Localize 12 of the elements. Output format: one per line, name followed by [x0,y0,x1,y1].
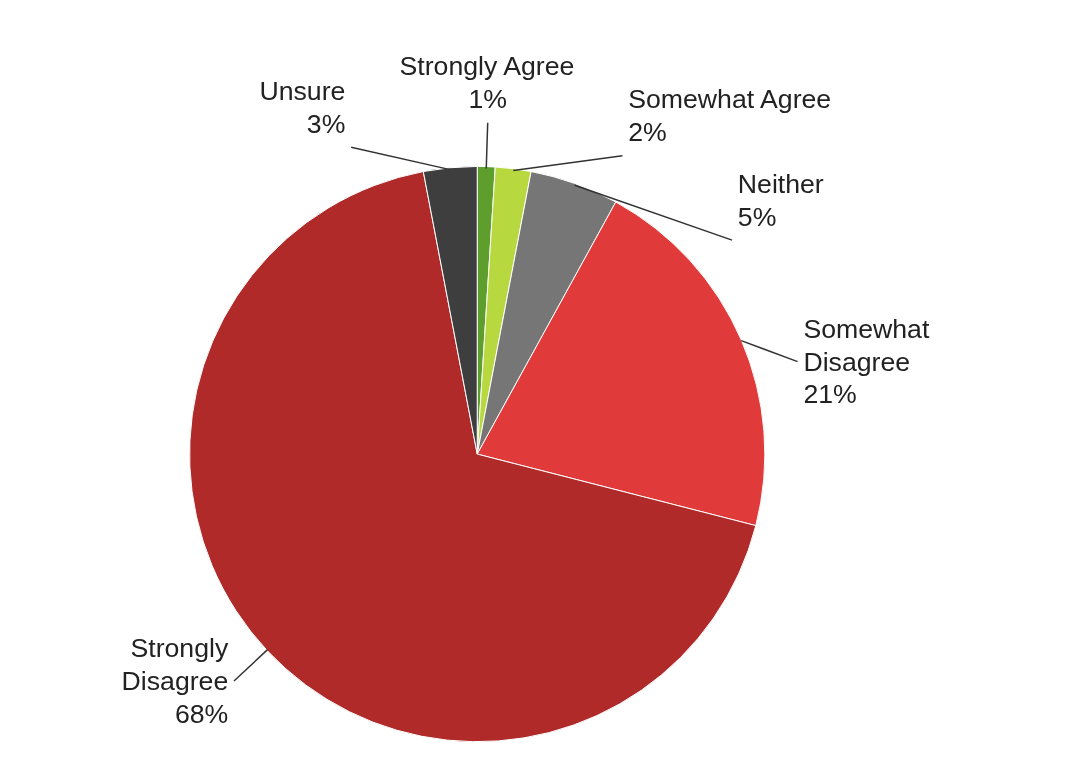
slice-label: Strongly Disagree [121,633,229,696]
data-label: 68% [174,698,229,729]
data-label: 2% [628,117,667,148]
slice-label: Unsure [259,75,346,106]
slice-label: Somewhat Agree [628,84,832,115]
data-label: 3% [306,108,346,139]
data-label: 1% [468,84,507,115]
slice-label: Strongly Agree [399,51,575,82]
slice-label: Neither [737,168,824,199]
slice-label: Somewhat Disagree [803,313,930,377]
data-label: 21% [803,379,857,410]
data-label: 5% [737,201,777,232]
